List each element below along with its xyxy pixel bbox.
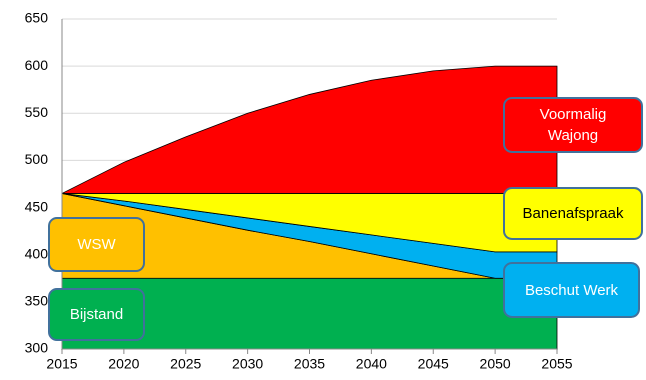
x-tick-label: 2055 bbox=[541, 356, 572, 372]
y-tick-label: 450 bbox=[25, 198, 49, 214]
x-tick-label: 2040 bbox=[356, 356, 387, 372]
y-tick-label: 650 bbox=[25, 10, 49, 26]
y-tick-label: 600 bbox=[25, 57, 49, 73]
x-tick-label: 2030 bbox=[232, 356, 263, 372]
x-tick-label: 2025 bbox=[170, 356, 201, 372]
series-label: Banenafspraak bbox=[503, 187, 643, 240]
x-tick-label: 2015 bbox=[46, 356, 77, 372]
y-tick-label: 400 bbox=[25, 245, 49, 261]
x-tick-label: 2020 bbox=[108, 356, 139, 372]
y-tick-label: 550 bbox=[25, 104, 49, 120]
y-tick-label: 500 bbox=[25, 151, 49, 167]
series-label: Voormalig Wajong bbox=[503, 97, 643, 153]
x-tick-label: 2035 bbox=[294, 356, 325, 372]
x-tick-label: 2050 bbox=[480, 356, 511, 372]
series-label: WSW bbox=[48, 217, 145, 272]
y-tick-label: 350 bbox=[25, 293, 49, 309]
area bbox=[61, 65, 558, 194]
series-label: Bijstand bbox=[48, 288, 145, 341]
y-tick-label: 300 bbox=[25, 340, 49, 356]
series-label: Beschut Werk bbox=[503, 262, 640, 318]
x-tick-label: 2045 bbox=[418, 356, 449, 372]
